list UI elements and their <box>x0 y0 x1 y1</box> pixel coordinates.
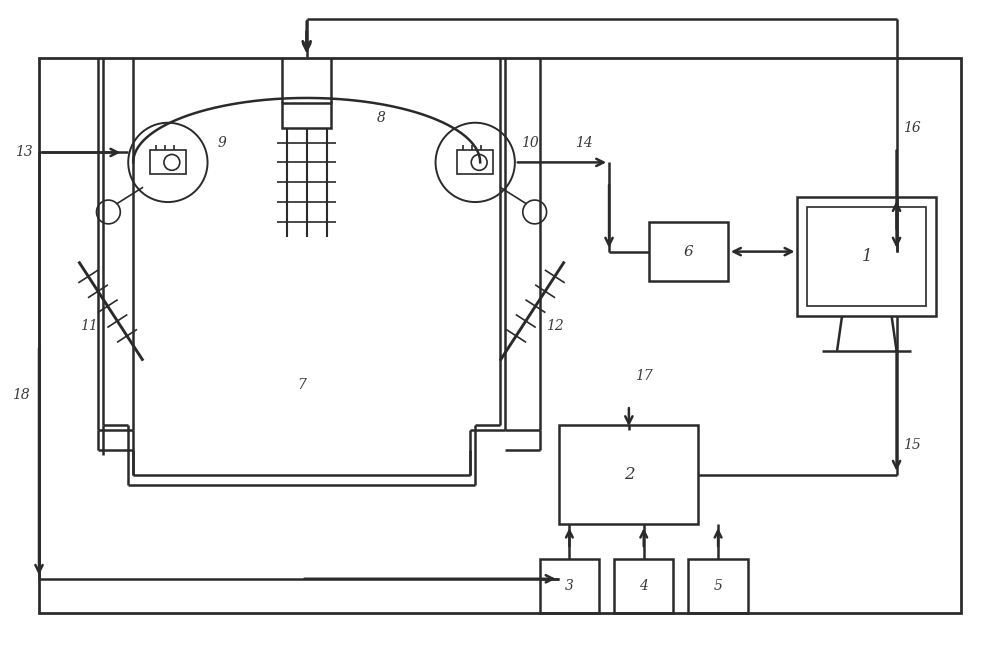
Bar <box>649 222 728 282</box>
Bar <box>282 103 331 128</box>
Text: 18: 18 <box>12 388 30 402</box>
Text: 5: 5 <box>714 579 723 593</box>
Text: 8: 8 <box>377 110 385 125</box>
Text: 2: 2 <box>624 466 634 483</box>
Bar <box>797 197 936 316</box>
Text: 10: 10 <box>521 136 539 150</box>
Bar <box>540 559 599 614</box>
Text: 12: 12 <box>546 319 563 333</box>
Bar <box>688 559 748 614</box>
Text: 11: 11 <box>80 319 97 333</box>
Text: 16: 16 <box>903 121 920 135</box>
Text: 1: 1 <box>862 248 872 265</box>
Bar <box>559 425 698 525</box>
Text: 3: 3 <box>565 579 574 593</box>
Text: 6: 6 <box>683 245 693 258</box>
Text: 13: 13 <box>15 145 33 160</box>
Text: 14: 14 <box>575 136 593 150</box>
Bar <box>807 207 926 306</box>
Text: 17: 17 <box>635 369 653 382</box>
Bar <box>39 58 961 614</box>
Text: 15: 15 <box>903 438 920 452</box>
Bar <box>614 559 673 614</box>
Text: 4: 4 <box>639 579 648 593</box>
Text: 7: 7 <box>297 379 306 393</box>
Text: 9: 9 <box>218 136 227 150</box>
